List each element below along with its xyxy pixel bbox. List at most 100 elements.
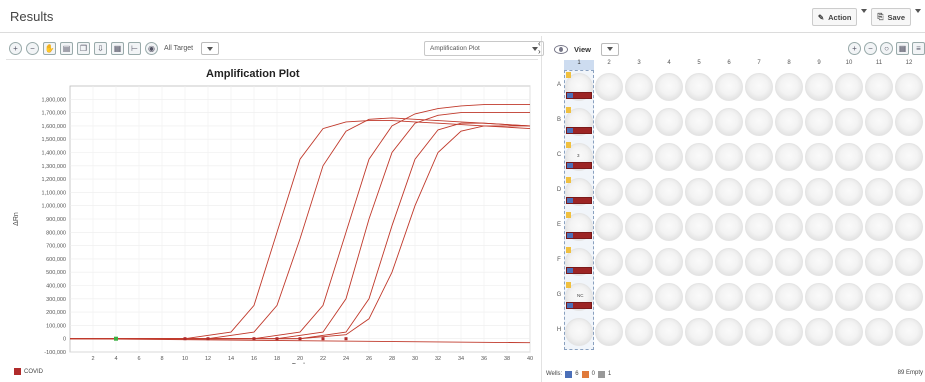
copy-icon[interactable]: ❐ xyxy=(77,42,90,55)
plate-well[interactable] xyxy=(625,318,653,346)
plate-well[interactable] xyxy=(775,178,803,206)
plate-well[interactable] xyxy=(715,73,743,101)
plate-well[interactable] xyxy=(895,73,923,101)
plate-well[interactable] xyxy=(685,283,713,311)
sample-well[interactable] xyxy=(564,105,594,138)
plate-well[interactable] xyxy=(835,213,863,241)
sample-well[interactable]: 3 xyxy=(564,140,594,173)
plate-well[interactable] xyxy=(745,318,773,346)
plate-well[interactable] xyxy=(715,283,743,311)
sample-well[interactable] xyxy=(564,70,594,103)
plate-well[interactable] xyxy=(655,318,683,346)
action-button[interactable]: ✎ Action xyxy=(811,8,858,26)
plate-well[interactable] xyxy=(625,283,653,311)
plate-well[interactable] xyxy=(685,213,713,241)
panel-divider[interactable] xyxy=(541,36,542,382)
collapse-toggle[interactable]: ‹ › xyxy=(538,40,541,56)
plate-well[interactable] xyxy=(685,318,713,346)
plate-well[interactable] xyxy=(895,143,923,171)
plate-well[interactable] xyxy=(715,108,743,136)
column-header[interactable]: 7 xyxy=(757,60,761,66)
plate-well[interactable] xyxy=(655,248,683,276)
plate-well[interactable] xyxy=(865,143,893,171)
plate-well[interactable] xyxy=(835,108,863,136)
plate-well[interactable] xyxy=(865,248,893,276)
zoom-in-icon[interactable]: + xyxy=(848,42,861,55)
row-header[interactable]: A xyxy=(556,82,561,88)
plate-well[interactable] xyxy=(775,283,803,311)
plate-well[interactable] xyxy=(745,213,773,241)
plate-well[interactable] xyxy=(625,178,653,206)
save-button[interactable]: ⎘ Save xyxy=(871,8,911,26)
plate-well[interactable] xyxy=(595,283,623,311)
plate-well[interactable] xyxy=(595,143,623,171)
list-view-icon[interactable]: ≡ xyxy=(912,42,925,55)
print-icon[interactable]: ▤ xyxy=(60,42,73,55)
plate-well[interactable] xyxy=(805,283,833,311)
action-dropdown-button[interactable] xyxy=(861,8,868,22)
row-header[interactable]: C xyxy=(556,152,562,158)
sample-well[interactable] xyxy=(564,175,594,208)
plate-well[interactable] xyxy=(655,213,683,241)
zoom-out-icon[interactable]: − xyxy=(26,42,39,55)
plot-type-select[interactable]: Amplification Plot xyxy=(424,41,544,56)
export-icon[interactable]: ⇩ xyxy=(94,42,107,55)
plate-well[interactable] xyxy=(595,213,623,241)
plate-well[interactable] xyxy=(865,318,893,346)
plate-well[interactable] xyxy=(835,283,863,311)
plate-well[interactable] xyxy=(895,108,923,136)
plate-well[interactable] xyxy=(835,248,863,276)
table-icon[interactable]: ▦ xyxy=(111,42,124,55)
plate-well[interactable] xyxy=(715,178,743,206)
plate-well[interactable] xyxy=(715,248,743,276)
plate-well[interactable] xyxy=(835,178,863,206)
plate-well[interactable] xyxy=(775,108,803,136)
eye-icon[interactable] xyxy=(554,44,568,54)
plate-well[interactable] xyxy=(745,283,773,311)
plate-well[interactable] xyxy=(715,213,743,241)
plate-well[interactable] xyxy=(715,143,743,171)
plate-well[interactable] xyxy=(835,318,863,346)
column-header[interactable]: 1 xyxy=(564,60,594,70)
zoom-out-icon[interactable]: − xyxy=(864,42,877,55)
plate-well[interactable] xyxy=(745,248,773,276)
plate-well[interactable] xyxy=(895,283,923,311)
plate-well[interactable] xyxy=(805,213,833,241)
plate-well[interactable] xyxy=(625,143,653,171)
plate-well[interactable] xyxy=(595,108,623,136)
plate-well[interactable] xyxy=(655,143,683,171)
row-header[interactable]: D xyxy=(556,187,562,193)
view-label[interactable]: View xyxy=(574,44,591,54)
plate-well[interactable] xyxy=(745,73,773,101)
column-header[interactable]: 12 xyxy=(905,60,913,66)
view-dropdown[interactable] xyxy=(600,42,619,56)
plate-well[interactable] xyxy=(595,178,623,206)
plate-well[interactable] xyxy=(595,73,623,101)
sample-well[interactable] xyxy=(564,245,594,278)
plate-well[interactable] xyxy=(865,73,893,101)
plate-well[interactable] xyxy=(685,73,713,101)
column-header[interactable]: 6 xyxy=(727,60,731,66)
plate-well[interactable] xyxy=(895,248,923,276)
threshold-icon[interactable]: ⊢ xyxy=(128,42,141,55)
plate-well[interactable] xyxy=(775,318,803,346)
plate-well[interactable] xyxy=(865,178,893,206)
plate-well[interactable] xyxy=(895,318,923,346)
plate-well[interactable] xyxy=(595,318,623,346)
plate-well[interactable] xyxy=(775,248,803,276)
zoom-in-icon[interactable]: + xyxy=(9,42,22,55)
plate-well[interactable] xyxy=(805,143,833,171)
plate-well[interactable] xyxy=(625,73,653,101)
plate-well[interactable] xyxy=(625,213,653,241)
plate-well[interactable] xyxy=(565,318,593,346)
plate-well[interactable] xyxy=(655,108,683,136)
plate-well[interactable] xyxy=(895,213,923,241)
plate-well[interactable] xyxy=(625,248,653,276)
sample-well[interactable]: NC xyxy=(564,280,594,313)
plate-well[interactable] xyxy=(805,318,833,346)
plate-well[interactable] xyxy=(835,73,863,101)
row-header[interactable]: F xyxy=(557,257,561,263)
eye-icon[interactable]: ◉ xyxy=(145,42,158,55)
plate-well[interactable] xyxy=(865,108,893,136)
plate-well[interactable] xyxy=(715,318,743,346)
